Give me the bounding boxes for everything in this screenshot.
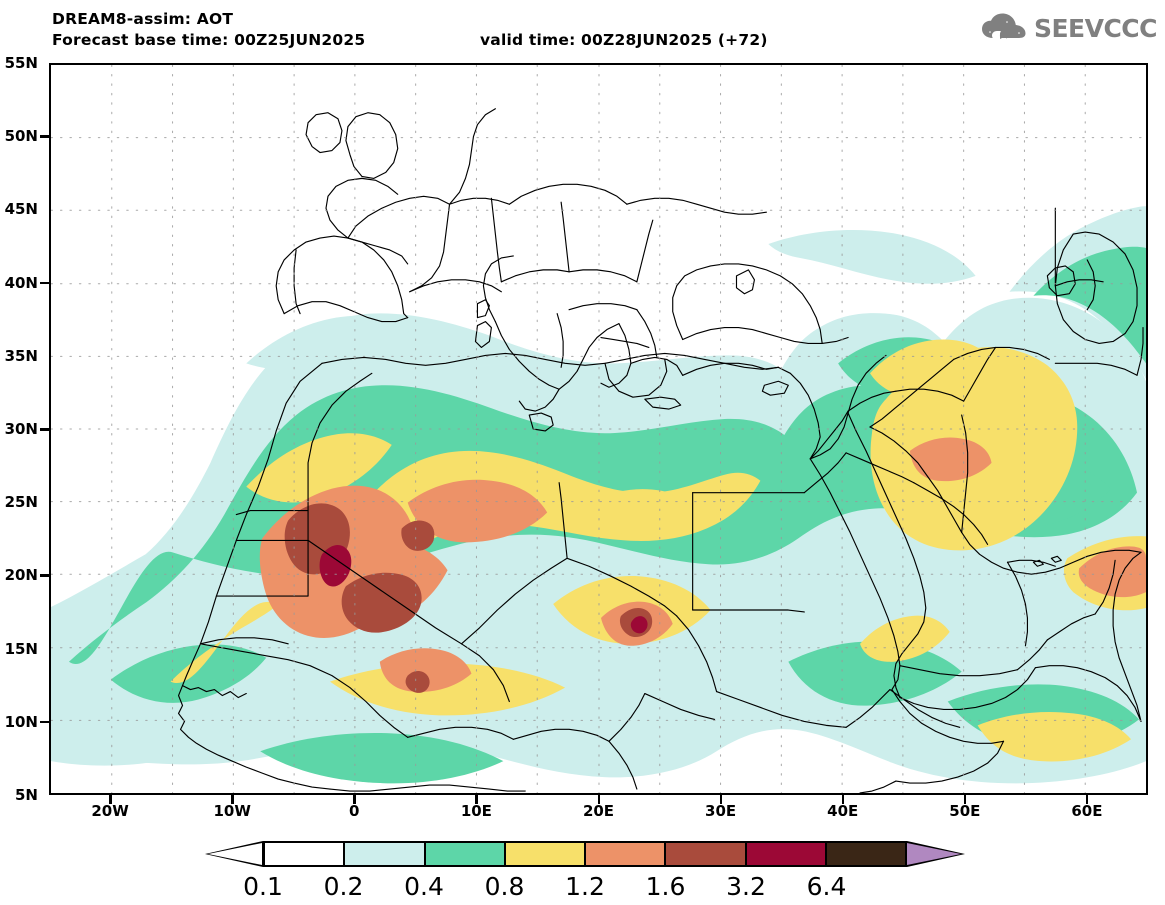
y-axis-tick-label: 10N [4,712,38,731]
map-plot-area [49,63,1148,795]
colorbar [205,841,965,867]
x-axis-tick-label: 50E [949,802,981,820]
y-axis-tick-label: 15N [4,639,38,658]
x-axis-tick [109,795,112,804]
x-axis-tick [475,795,478,804]
colorbar-tick-label: 0.4 [404,872,444,901]
aot-contour-fills [51,206,1146,784]
logo-text: SEEVCCC [1033,13,1158,43]
colorbar-segment [265,843,346,865]
x-axis-tick-label: 0 [349,802,360,820]
cloud-icon [981,13,1026,40]
y-axis-tick-label: 45N [4,200,38,219]
y-axis-tick [40,428,49,431]
y-axis-tick-label: 55N [4,54,38,72]
y-axis-tick [40,281,49,285]
colorbar-segment [746,843,827,865]
colorbar-tick-label: 0.1 [243,872,283,901]
colorbar-tick-label: 3.2 [726,872,766,901]
seevccc-logo: SEEVCCC [981,8,1158,48]
x-axis-tick [841,795,845,804]
x-axis-tick-label: 10E [460,802,492,820]
colorbar-under-fill [208,843,262,865]
x-axis-tick [597,795,600,804]
x-axis-tick [353,795,356,804]
colorbar-tick-label: 1.6 [645,872,686,901]
colorbar-segment [345,843,426,865]
y-axis-tick [40,574,49,577]
colorbar-over-fill [907,843,961,865]
x-axis-tick-label: 40E [827,802,859,820]
y-axis-tick-label: 25N [4,493,38,512]
colorbar-segment [505,843,586,865]
colorbar-segment [425,843,506,865]
y-axis-tick-label: 5N [15,786,38,804]
forecast-base-time-label: Forecast base time: 00Z25JUN2025 [52,31,366,49]
map-coastlines-borders [177,108,1144,793]
y-axis-tick-label: 20N [4,566,38,585]
colorbar-tick-label: 1.2 [565,872,605,901]
y-axis-tick-label: 30N [4,420,38,438]
colorbar-tick-label: 0.2 [323,872,364,901]
x-axis-tick [231,795,234,804]
x-axis-tick-label: 10W [213,802,251,820]
x-axis-tick [1085,795,1089,804]
page-title: DREAM8-assim: AOT [52,10,234,28]
dust-aot-contour-map [51,65,1146,793]
x-axis-tick-label: 60E [1071,802,1103,820]
colorbar-segments [263,841,907,867]
colorbar-segment [586,843,667,865]
y-axis-tick [40,135,49,138]
colorbar-segment [826,843,905,865]
valid-time-label: valid time: 00Z28JUN2025 (+72) [480,31,768,49]
colorbar-segment [666,843,747,865]
chart-header: DREAM8-assim: AOT Forecast base time: 00… [0,0,1165,58]
x-axis-tick-label: 30E [705,802,737,820]
colorbar-tick-label: 6.4 [806,872,847,901]
colorbar-tick-label: 0.8 [484,872,525,901]
x-axis-tick-label: 20W [91,802,129,820]
y-axis-tick-label: 50N [4,127,38,146]
x-axis-tick-label: 20E [582,802,615,820]
y-axis-tick-label: 40N [4,273,38,292]
y-axis-tick [40,720,49,724]
x-axis-tick [719,795,723,804]
x-axis-tick [963,795,967,804]
y-axis-tick-label: 35N [4,346,38,365]
